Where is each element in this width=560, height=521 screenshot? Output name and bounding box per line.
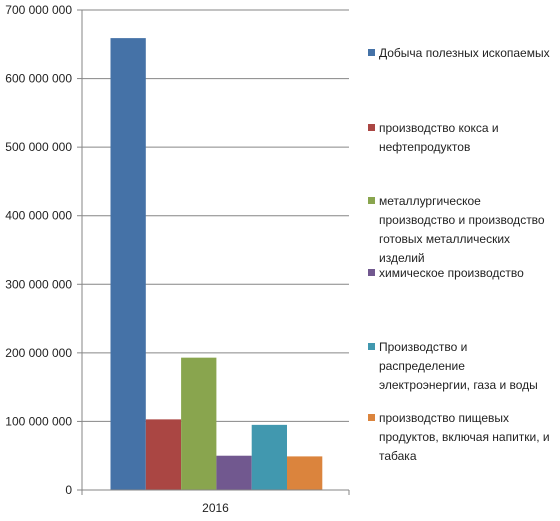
legend-label: химическое производство <box>379 266 524 280</box>
legend-label: металлургическое производство и производ… <box>379 194 545 265</box>
y-tick-label: 700 000 000 <box>5 3 72 17</box>
bar <box>251 424 287 490</box>
legend-item: Производство и распределение электроэнер… <box>368 338 556 395</box>
y-tick-label: 500 000 000 <box>5 140 72 154</box>
y-tick-label: 100 000 000 <box>5 414 72 428</box>
legend-swatch <box>368 49 375 56</box>
legend-swatch <box>368 197 375 204</box>
bar <box>216 455 252 490</box>
legend-swatch <box>368 269 375 276</box>
x-tick-label: 2016 <box>202 501 229 515</box>
y-axis-ticks: 0 100 000 000 200 000 000 300 000 000 400 00… <box>5 3 82 497</box>
legend-item: производство кокса и нефтепродуктов <box>368 119 556 157</box>
x-axis-ticks: 2016 <box>81 490 350 515</box>
legend-item: Добыча полезных ископаемых <box>368 44 556 63</box>
y-tick-label: 300 000 000 <box>5 277 72 291</box>
legend-item: химическое производство <box>368 264 556 283</box>
bar <box>287 456 323 490</box>
y-tick-label: 0 <box>65 483 72 497</box>
legend-label: производство пищевых продуктов, включая … <box>379 411 550 463</box>
legend-item: металлургическое производство и производ… <box>368 192 556 268</box>
y-tick-label: 400 000 000 <box>5 209 72 223</box>
legend-label: производство кокса и нефтепродуктов <box>379 121 499 154</box>
y-tick-label: 200 000 000 <box>5 346 72 360</box>
legend-swatch <box>368 124 375 131</box>
legend-label: Добыча полезных ископаемых <box>379 46 550 60</box>
y-tick-label: 600 000 000 <box>5 72 72 86</box>
bar <box>181 357 217 490</box>
axes <box>81 10 349 491</box>
bar <box>145 419 182 490</box>
bar <box>110 38 146 490</box>
legend-swatch <box>368 343 375 350</box>
legend-item: производство пищевых продуктов, включая … <box>368 409 556 466</box>
legend-label: Производство и распределение электроэнер… <box>379 340 538 392</box>
bars <box>110 38 323 490</box>
legend-swatch <box>368 414 375 421</box>
